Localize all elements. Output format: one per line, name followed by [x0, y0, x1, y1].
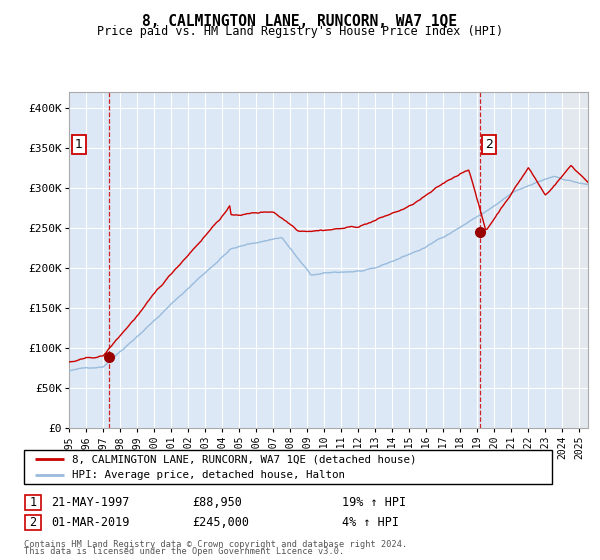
Text: Price paid vs. HM Land Registry's House Price Index (HPI): Price paid vs. HM Land Registry's House … — [97, 25, 503, 38]
Bar — [562, 92, 588, 428]
Text: 01-MAR-2019: 01-MAR-2019 — [51, 516, 130, 529]
Text: £88,950: £88,950 — [192, 496, 242, 510]
Text: 21-MAY-1997: 21-MAY-1997 — [51, 496, 130, 510]
Text: 1: 1 — [29, 496, 37, 510]
Text: 2: 2 — [485, 138, 493, 151]
Text: HPI: Average price, detached house, Halton: HPI: Average price, detached house, Halt… — [71, 470, 344, 480]
Text: 4% ↑ HPI: 4% ↑ HPI — [342, 516, 399, 529]
Text: 19% ↑ HPI: 19% ↑ HPI — [342, 496, 406, 510]
FancyBboxPatch shape — [25, 496, 41, 511]
Text: Contains HM Land Registry data © Crown copyright and database right 2024.: Contains HM Land Registry data © Crown c… — [24, 540, 407, 549]
Text: 8, CALMINGTON LANE, RUNCORN, WA7 1QE (detached house): 8, CALMINGTON LANE, RUNCORN, WA7 1QE (de… — [71, 454, 416, 464]
Text: 2: 2 — [29, 516, 37, 529]
FancyBboxPatch shape — [25, 515, 41, 530]
Text: 1: 1 — [75, 138, 83, 151]
Text: 8, CALMINGTON LANE, RUNCORN, WA7 1QE: 8, CALMINGTON LANE, RUNCORN, WA7 1QE — [143, 14, 458, 29]
FancyBboxPatch shape — [24, 450, 552, 484]
Text: This data is licensed under the Open Government Licence v3.0.: This data is licensed under the Open Gov… — [24, 548, 344, 557]
Text: £245,000: £245,000 — [192, 516, 249, 529]
